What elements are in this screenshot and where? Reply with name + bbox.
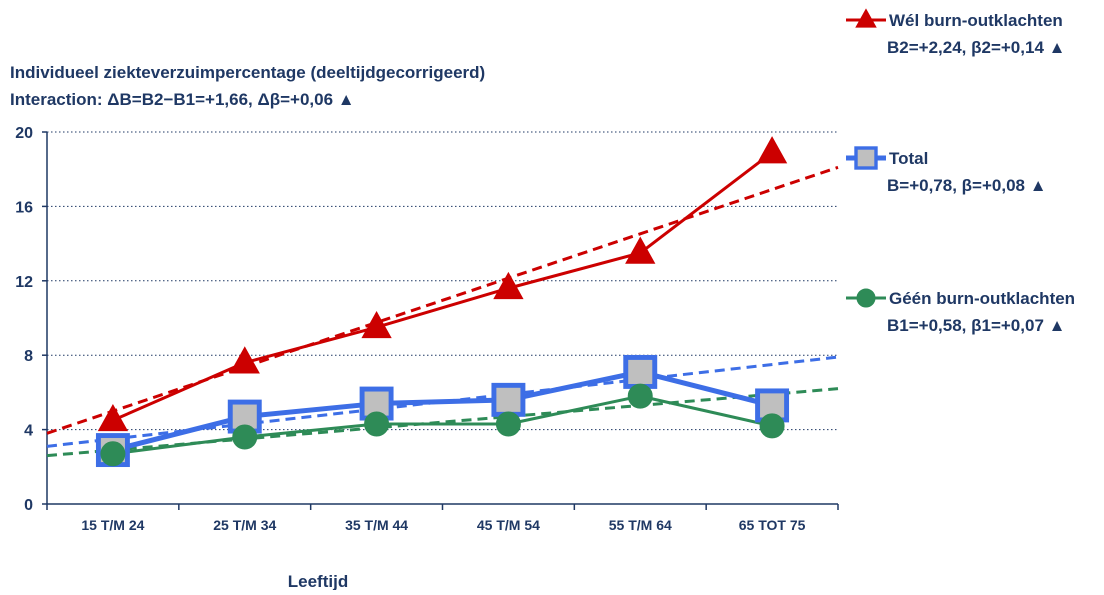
data-point — [232, 424, 258, 450]
data-point — [493, 271, 524, 300]
series-line — [112, 151, 773, 422]
legend-stats: B1=+0,58, β1=+0,07 ▲ — [887, 316, 1065, 335]
series-lines — [95, 136, 790, 468]
legend: Wél burn-outklachten B2=+2,24, β2=+0,14 ▲… — [846, 8, 1075, 335]
legend-stats: B=+0,78, β=+0,08 ▲ — [887, 176, 1047, 195]
data-point — [756, 136, 788, 164]
data-point — [100, 441, 126, 467]
data-point — [491, 382, 526, 417]
data-point — [361, 310, 392, 339]
legend-marker — [856, 288, 876, 308]
y-tick-label: 16 — [15, 199, 33, 216]
series-line — [112, 394, 773, 456]
data-point — [625, 236, 656, 264]
legend-label: Wél burn-outklachten — [889, 11, 1063, 30]
legend-marker — [854, 146, 878, 170]
legend-label: Géén burn-outklachten — [889, 289, 1075, 308]
trendline — [46, 165, 839, 435]
x-tick-label: 65 TOT 75 — [739, 517, 806, 533]
x-tick-label: 25 T/M 34 — [213, 517, 276, 533]
y-tick-label: 12 — [15, 274, 33, 291]
x-tick-label: 55 T/M 64 — [609, 517, 672, 533]
legend-entry: Total B=+0,78, β=+0,08 ▲ — [846, 146, 1047, 195]
legend-stats: B2=+2,24, β2=+0,14 ▲ — [887, 38, 1065, 57]
data-point — [623, 354, 658, 389]
legend-entry: Géén burn-outklachten B1=+0,58, β1=+0,07 … — [846, 288, 1075, 335]
y-tick-label: 8 — [24, 348, 33, 365]
legend-label: Total — [889, 149, 928, 168]
axes: 0 4 8 12 16 20 15 T/M 24 25 T/M 34 35 T/M 44 45 T… — [15, 125, 839, 533]
data-point — [97, 403, 129, 432]
data-point — [759, 413, 785, 439]
y-tick-label: 0 — [24, 497, 33, 514]
legend-entry: Wél burn-outklachten B2=+2,24, β2=+0,14 ▲ — [846, 8, 1065, 57]
trendlines — [46, 165, 839, 458]
y-tick-label: 20 — [15, 125, 33, 142]
x-axis-label: Leeftijd — [288, 572, 348, 590]
x-tick-label: 45 T/M 54 — [477, 517, 540, 533]
x-tick-label: 35 T/M 44 — [345, 517, 408, 533]
x-tick-label: 15 T/M 24 — [81, 517, 144, 533]
chart-title-line-2: Interaction: ΔB=B2−B1=+1,66, Δβ=+0,06 ▲ — [10, 90, 355, 109]
data-point — [227, 399, 262, 434]
y-tick-label: 4 — [24, 423, 33, 440]
series-line — [112, 369, 773, 453]
data-point — [229, 346, 260, 374]
chart-title-line-1: Individueel ziekteverzuimpercentage (dee… — [10, 63, 485, 82]
data-point — [364, 411, 390, 437]
data-point — [627, 383, 653, 409]
gridlines — [47, 131, 838, 431]
legend-marker — [855, 8, 877, 28]
data-point — [495, 411, 521, 437]
